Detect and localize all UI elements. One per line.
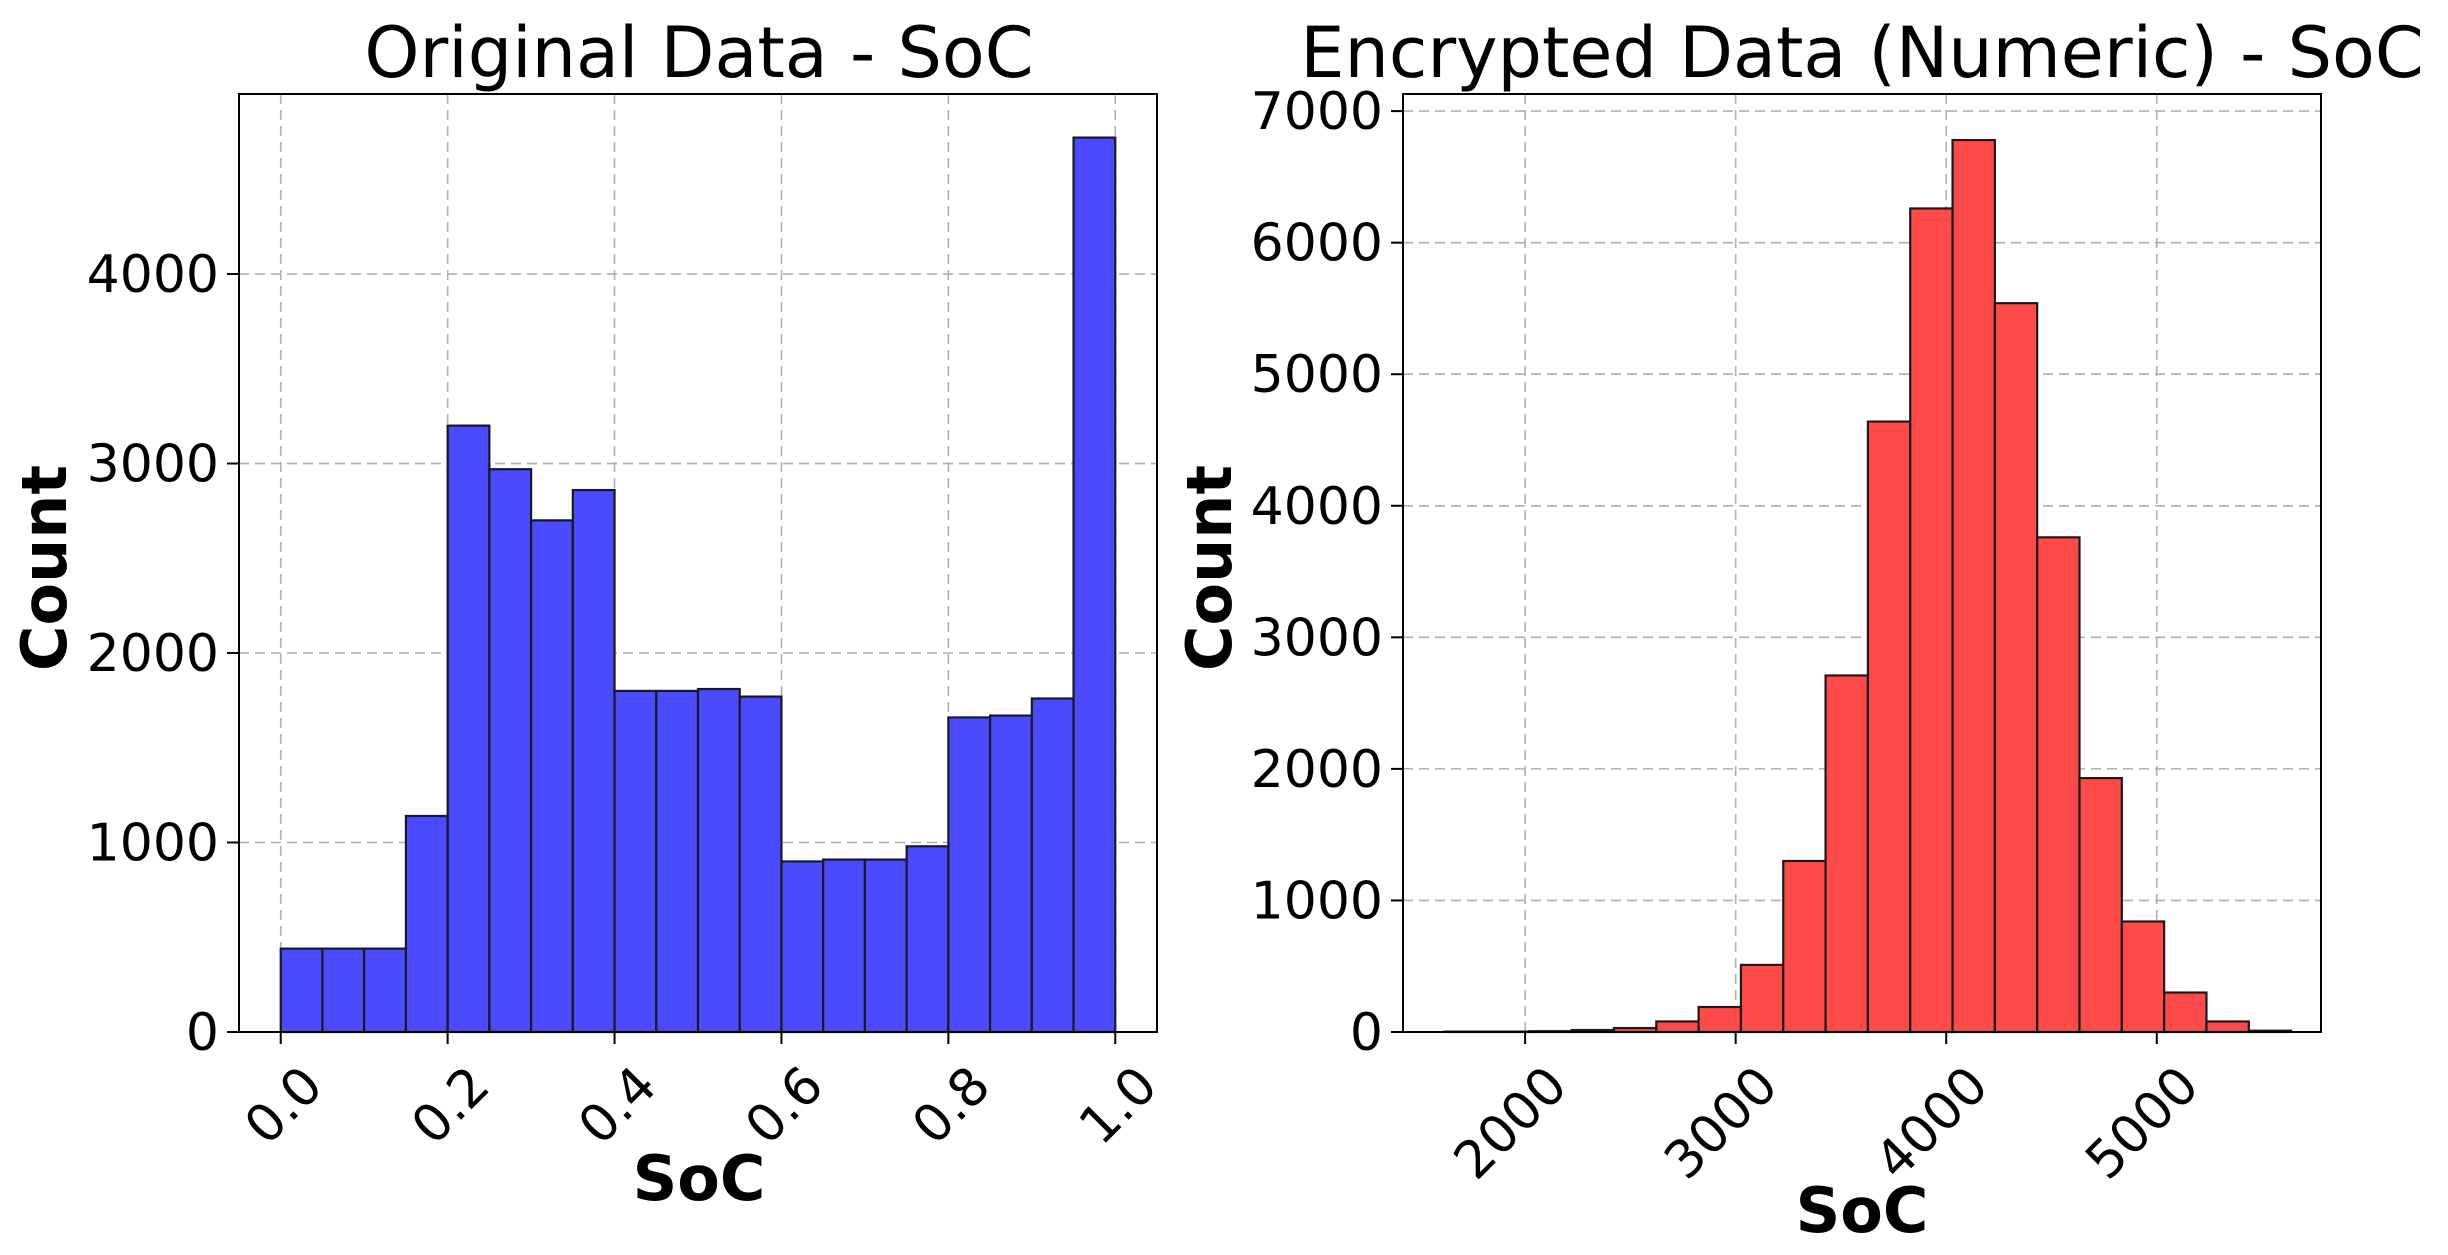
- x-tick-label: 1.0: [1068, 1055, 1169, 1156]
- bar: [1951, 138, 1996, 1034]
- bar: [696, 687, 741, 1034]
- y-ticks: 0 1000 2000 3000 4000 5000 6000 7000: [1251, 82, 1403, 1063]
- bar: [363, 947, 408, 1034]
- bar: [1072, 136, 1117, 1034]
- bars: [1443, 138, 2293, 1034]
- bar: [2163, 991, 2208, 1034]
- bar: [529, 519, 574, 1034]
- x-tick-label: 4000: [1864, 1055, 2000, 1191]
- plot-frame: [238, 93, 1158, 1033]
- bar: [1782, 859, 1827, 1034]
- bar: [1030, 697, 1075, 1034]
- bar: [321, 947, 366, 1034]
- x-tick-label: 0.2: [401, 1055, 502, 1156]
- y-axis-label: Count: [1173, 465, 1246, 671]
- bar: [446, 424, 491, 1034]
- chart-encrypted-soc: Encrypted Data (Numeric) - SoC 2000 3000 4…: [1173, 12, 2424, 1247]
- bar: [1697, 1005, 1743, 1034]
- bar: [1993, 302, 2039, 1034]
- x-tick-label: 0.0: [234, 1055, 335, 1156]
- y-tick-label: 2000: [87, 624, 219, 684]
- y-tick-label: 1000: [87, 814, 219, 874]
- bar: [2036, 536, 2081, 1034]
- bar: [613, 689, 658, 1034]
- bar: [655, 689, 700, 1034]
- y-tick-label: 0: [1350, 1003, 1383, 1063]
- x-axis-label: SoC: [633, 1142, 766, 1215]
- x-tick-label: 3000: [1653, 1055, 1789, 1191]
- bar: [279, 947, 324, 1034]
- x-axis-label: SoC: [1796, 1174, 1929, 1247]
- bar: [488, 468, 533, 1034]
- chart-title: Encrypted Data (Numeric) - SoC: [1300, 12, 2424, 94]
- bar: [1655, 1020, 1700, 1034]
- y-tick-label: 4000: [1251, 477, 1383, 537]
- y-tick-label: 3000: [1251, 608, 1383, 668]
- bar: [780, 860, 825, 1034]
- y-tick-label: 0: [186, 1003, 219, 1063]
- bar: [988, 714, 1033, 1034]
- y-tick-label: 2000: [1251, 740, 1383, 800]
- x-tick-label: 2000: [1443, 1055, 1579, 1191]
- bar: [404, 814, 449, 1034]
- y-axis-label: Count: [8, 465, 81, 671]
- x-tick-label: 5000: [2075, 1055, 2211, 1191]
- x-tick-label: 0.8: [901, 1055, 1002, 1156]
- plot-frame: [1402, 93, 2322, 1033]
- y-tick-label: 1000: [1251, 871, 1383, 931]
- bar: [947, 716, 992, 1034]
- bars: [279, 136, 1117, 1034]
- bar: [905, 845, 950, 1034]
- x-ticks: 0.0 0.2 0.4 0.6 0.8 1.0: [234, 1032, 1169, 1156]
- bar: [822, 858, 867, 1034]
- bar: [738, 695, 783, 1034]
- y-ticks: 0 1000 2000 3000 4000: [87, 245, 239, 1063]
- bar: [863, 858, 908, 1034]
- x-ticks: 2000 3000 4000 5000: [1443, 1032, 2211, 1191]
- bar: [2205, 1020, 2250, 1034]
- chart-title: Original Data - SoC: [364, 12, 1033, 94]
- y-tick-label: 5000: [1251, 345, 1383, 405]
- bar: [1866, 420, 1912, 1034]
- y-tick-label: 3000: [87, 435, 219, 495]
- y-tick-label: 4000: [87, 245, 219, 305]
- bar: [2120, 920, 2166, 1034]
- bar: [1739, 963, 1785, 1034]
- bar: [2078, 776, 2123, 1034]
- bar: [1909, 207, 1954, 1034]
- bar: [1824, 674, 1869, 1034]
- y-tick-label: 7000: [1251, 82, 1383, 142]
- y-tick-label: 6000: [1251, 214, 1383, 274]
- chart-original-soc: Original Data - SoC 0.0 0.2 0.4 0.6 0.8 1.0 0…: [8, 12, 1169, 1215]
- bar: [571, 488, 616, 1034]
